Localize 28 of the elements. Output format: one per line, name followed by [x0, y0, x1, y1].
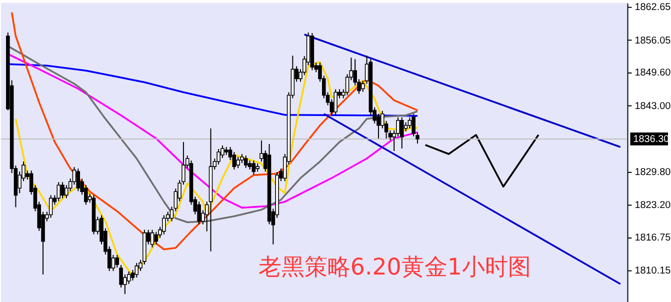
candlestick — [154, 231, 158, 245]
candlestick — [162, 214, 166, 235]
candlestick — [60, 182, 64, 199]
annotation: 老黑策略6.20黄金1小时图 — [258, 254, 531, 280]
y-tick-label: 1856.05 — [634, 35, 671, 46]
candlestick — [115, 254, 120, 268]
candlestick — [56, 182, 61, 202]
y-tick-label: 1810.15 — [634, 266, 671, 277]
y-tick-label: 1849.60 — [634, 68, 671, 79]
candlestick — [150, 229, 154, 248]
line-series — [424, 134, 540, 188]
candlestick — [216, 148, 220, 166]
candlestick — [48, 194, 53, 218]
candlestick — [240, 154, 244, 164]
candlestick — [236, 156, 240, 169]
y-tick-label: 1843.00 — [634, 100, 671, 112]
line-series — [10, 12, 418, 250]
y-tick-label: 1823.20 — [634, 200, 671, 212]
candlestick — [134, 262, 139, 278]
candlestick — [244, 155, 248, 169]
candlestick — [400, 116, 404, 149]
y-tick-label: 1829.80 — [634, 167, 671, 178]
candlestick — [252, 160, 256, 176]
y-tick-label: 1816.75 — [634, 232, 671, 244]
line-series — [7, 63, 418, 117]
candlestick — [334, 88, 338, 116]
candlestick — [76, 168, 80, 192]
y-tick-label: 1862.65 — [634, 2, 671, 14]
